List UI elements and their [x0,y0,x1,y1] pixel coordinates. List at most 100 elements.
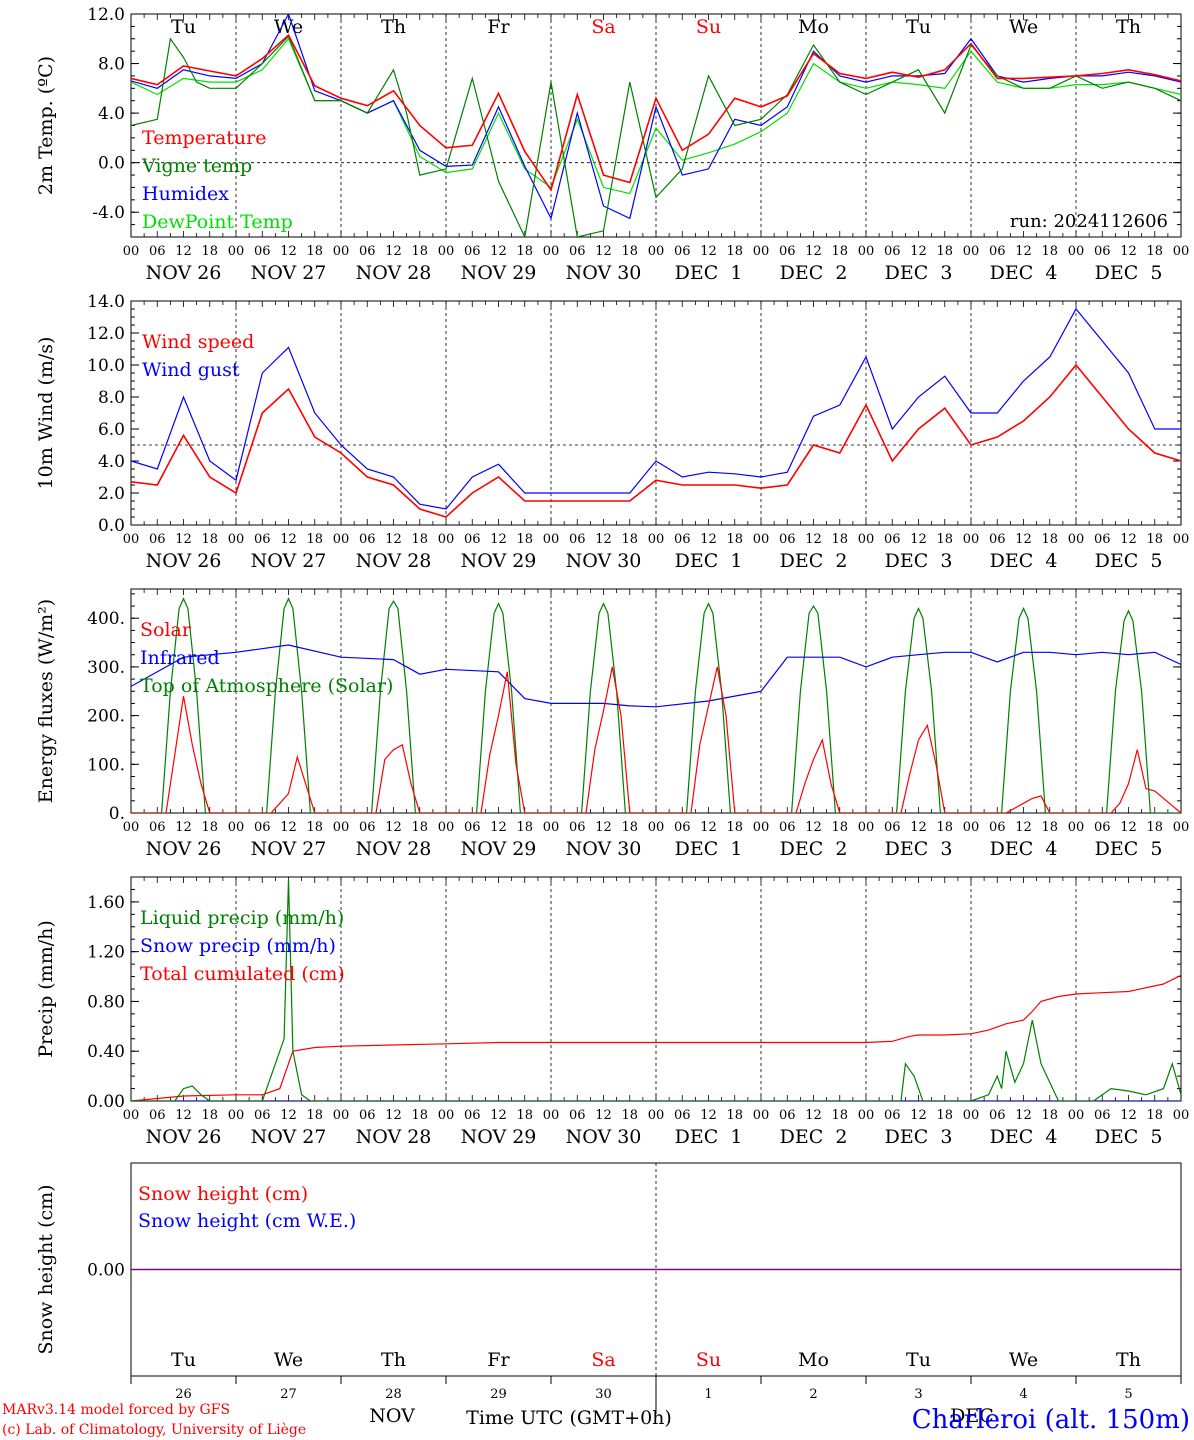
hour-tick-label: 18 [726,820,743,835]
date-label: NOV 30 [566,550,642,572]
hour-tick-label: 06 [989,820,1006,835]
hour-tick-label: 06 [254,244,271,259]
y-tick-label: 0.0 [98,516,125,536]
hour-tick-label: 18 [201,532,218,547]
hour-tick-label: 12 [910,820,927,835]
hour-tick-label: 00 [858,532,875,547]
weekday-label: Th [381,16,406,38]
hour-tick-label: 06 [149,820,166,835]
hour-tick-label: 06 [884,1108,901,1123]
weekday-label: Tu [906,16,931,38]
hour-tick-label: 18 [516,244,533,259]
hour-tick-label: 00 [333,820,350,835]
weekday-label: Th [1116,1349,1141,1371]
weekday-label: Sa [591,1349,615,1371]
y-axis-label: Snow height (cm) [35,1184,57,1354]
hour-tick-label: 18 [516,532,533,547]
date-label: NOV 30 [566,262,642,284]
legend-entry: Snow height (cm W.E.) [138,1210,356,1232]
hour-tick-label: 12 [175,244,192,259]
day-number-label: 26 [175,1387,192,1402]
hour-tick-label: 12 [280,820,297,835]
date-label: DEC 4 [990,550,1058,572]
month-label-nov: NOV [369,1405,415,1427]
hour-tick-label: 18 [201,820,218,835]
hour-tick-label: 06 [779,532,796,547]
hour-tick-label: 18 [726,532,743,547]
hour-tick-label: 00 [858,1108,875,1123]
y-tick-label: 1.60 [87,893,125,913]
hour-tick-label: 06 [149,1108,166,1123]
series-line-infrared [131,644,1181,708]
weekday-label: We [274,1349,303,1371]
hour-tick-label: 18 [831,820,848,835]
date-label: DEC 4 [990,838,1058,860]
hour-tick-label: 18 [936,820,953,835]
hour-tick-label: 00 [543,820,560,835]
hour-tick-label: 00 [543,1108,560,1123]
y-tick-label: 100. [87,755,125,775]
date-label: DEC 2 [780,838,848,860]
hour-tick-label: 12 [280,244,297,259]
hour-tick-label: 12 [385,1108,402,1123]
hour-tick-label: 00 [963,532,980,547]
hour-tick-label: 12 [1015,1108,1032,1123]
station-label: Charleroi (alt. 150m) [912,1405,1190,1435]
series-line-temperature [131,33,1181,192]
hour-tick-label: 06 [359,532,376,547]
date-label: NOV 29 [461,1126,537,1148]
hour-tick-label: 18 [831,1108,848,1123]
hour-tick-label: 12 [700,1108,717,1123]
day-number-label: 29 [490,1387,507,1402]
hour-tick-label: 00 [333,532,350,547]
hour-tick-label: 06 [569,1108,586,1123]
hour-tick-label: 12 [595,244,612,259]
weekday-label: Tu [906,1349,931,1371]
hour-tick-label: 06 [464,820,481,835]
legend-entry: Solar [140,619,192,641]
hour-tick-label: 18 [1041,1108,1058,1123]
hour-tick-label: 06 [884,532,901,547]
series-line-vigne-temp [131,35,1181,237]
hour-tick-label: 18 [936,1108,953,1123]
date-label: DEC 4 [990,1126,1058,1148]
hour-tick-label: 18 [516,820,533,835]
panel-3: 400. 300. 200. 100. 0. Energy fluxes (W/m²) So… [35,588,1190,860]
legend-entry: Top of Atmosphere (Solar) [140,675,393,697]
weekday-label: Fr [487,16,510,38]
date-label: NOV 29 [461,550,537,572]
hour-tick-label: 00 [543,532,560,547]
date-label: NOV 27 [251,1126,327,1148]
hour-tick-label: 12 [910,1108,927,1123]
hour-tick-label: 06 [1094,244,1111,259]
date-label: NOV 29 [461,838,537,860]
date-label: NOV 28 [356,1126,432,1148]
hour-tick-label: 12 [910,532,927,547]
hour-tick-label: 12 [910,244,927,259]
hour-tick-label: 18 [726,1108,743,1123]
hour-tick-label: 18 [201,244,218,259]
hour-tick-label: 00 [438,532,455,547]
hour-tick-label: 12 [385,820,402,835]
date-label: DEC 5 [1095,1126,1163,1148]
hour-tick-label: 06 [989,244,1006,259]
hour-tick-label: 06 [884,244,901,259]
hour-tick-label: 00 [648,1108,665,1123]
day-number-label: 3 [914,1387,922,1402]
hour-tick-label: 18 [621,820,638,835]
hour-tick-label: 06 [254,1108,271,1123]
y-tick-label: 0.00 [87,1092,125,1112]
hour-tick-label: 18 [1146,1108,1163,1123]
date-label: NOV 26 [146,550,222,572]
date-label: DEC 2 [780,550,848,572]
hour-tick-label: 00 [1173,820,1190,835]
date-label: DEC 2 [780,262,848,284]
y-tick-label: 0.80 [87,992,125,1012]
legend-entry: Infrared [140,647,220,669]
plot-frame [130,588,1182,814]
hour-tick-label: 00 [228,532,245,547]
hour-tick-label: 06 [359,244,376,259]
weekday-label: Mo [798,1349,829,1371]
hour-tick-label: 12 [805,244,822,259]
hour-tick-label: 18 [936,244,953,259]
